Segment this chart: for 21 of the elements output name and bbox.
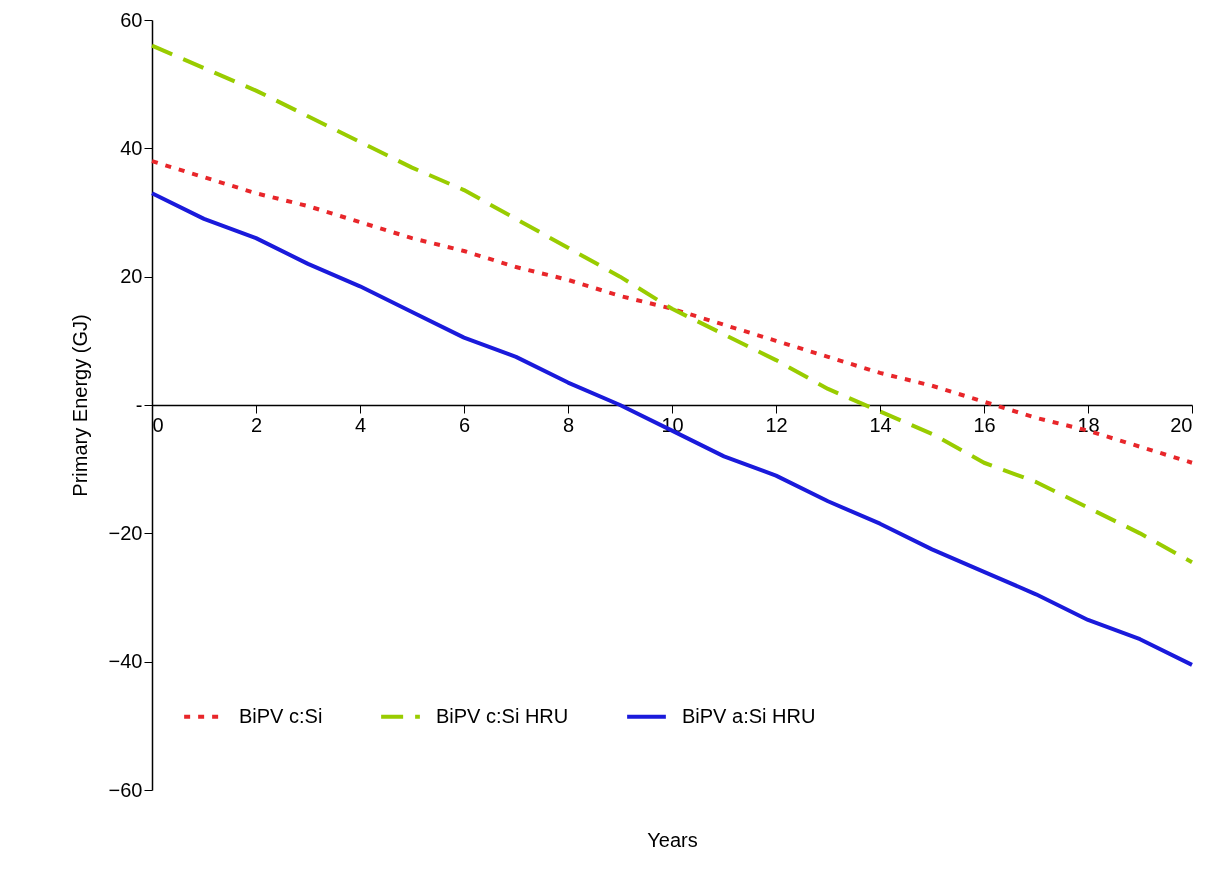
legend-label: BiPV a:Si HRU — [682, 704, 816, 727]
y-tick-label: 40 — [120, 136, 143, 159]
y-tick-label: - — [135, 393, 143, 416]
x-tick-label: 20 — [1170, 413, 1193, 436]
y-tick-label: 20 — [120, 265, 143, 288]
y-tick-label: −40 — [108, 650, 143, 673]
x-tick-label: 6 — [458, 413, 471, 436]
x-tick-label: 2 — [250, 413, 263, 436]
y-axis-title: Primary Energy (GJ) — [68, 314, 91, 497]
x-tick-label: 14 — [869, 413, 892, 436]
x-axis-title: Years — [647, 828, 698, 851]
legend-label: BiPV c:Si HRU — [436, 704, 569, 727]
x-tick-label: 12 — [765, 413, 788, 436]
y-tick-label: −20 — [108, 521, 143, 544]
x-tick-label: 8 — [562, 413, 575, 436]
x-tick-label: 0 — [152, 413, 164, 436]
x-tick-label: 16 — [973, 413, 996, 436]
legend-label: BiPV c:Si — [239, 704, 323, 727]
y-tick-label: −60 — [108, 778, 143, 801]
x-tick-label: 4 — [354, 413, 367, 436]
y-tick-label: 60 — [120, 8, 143, 31]
